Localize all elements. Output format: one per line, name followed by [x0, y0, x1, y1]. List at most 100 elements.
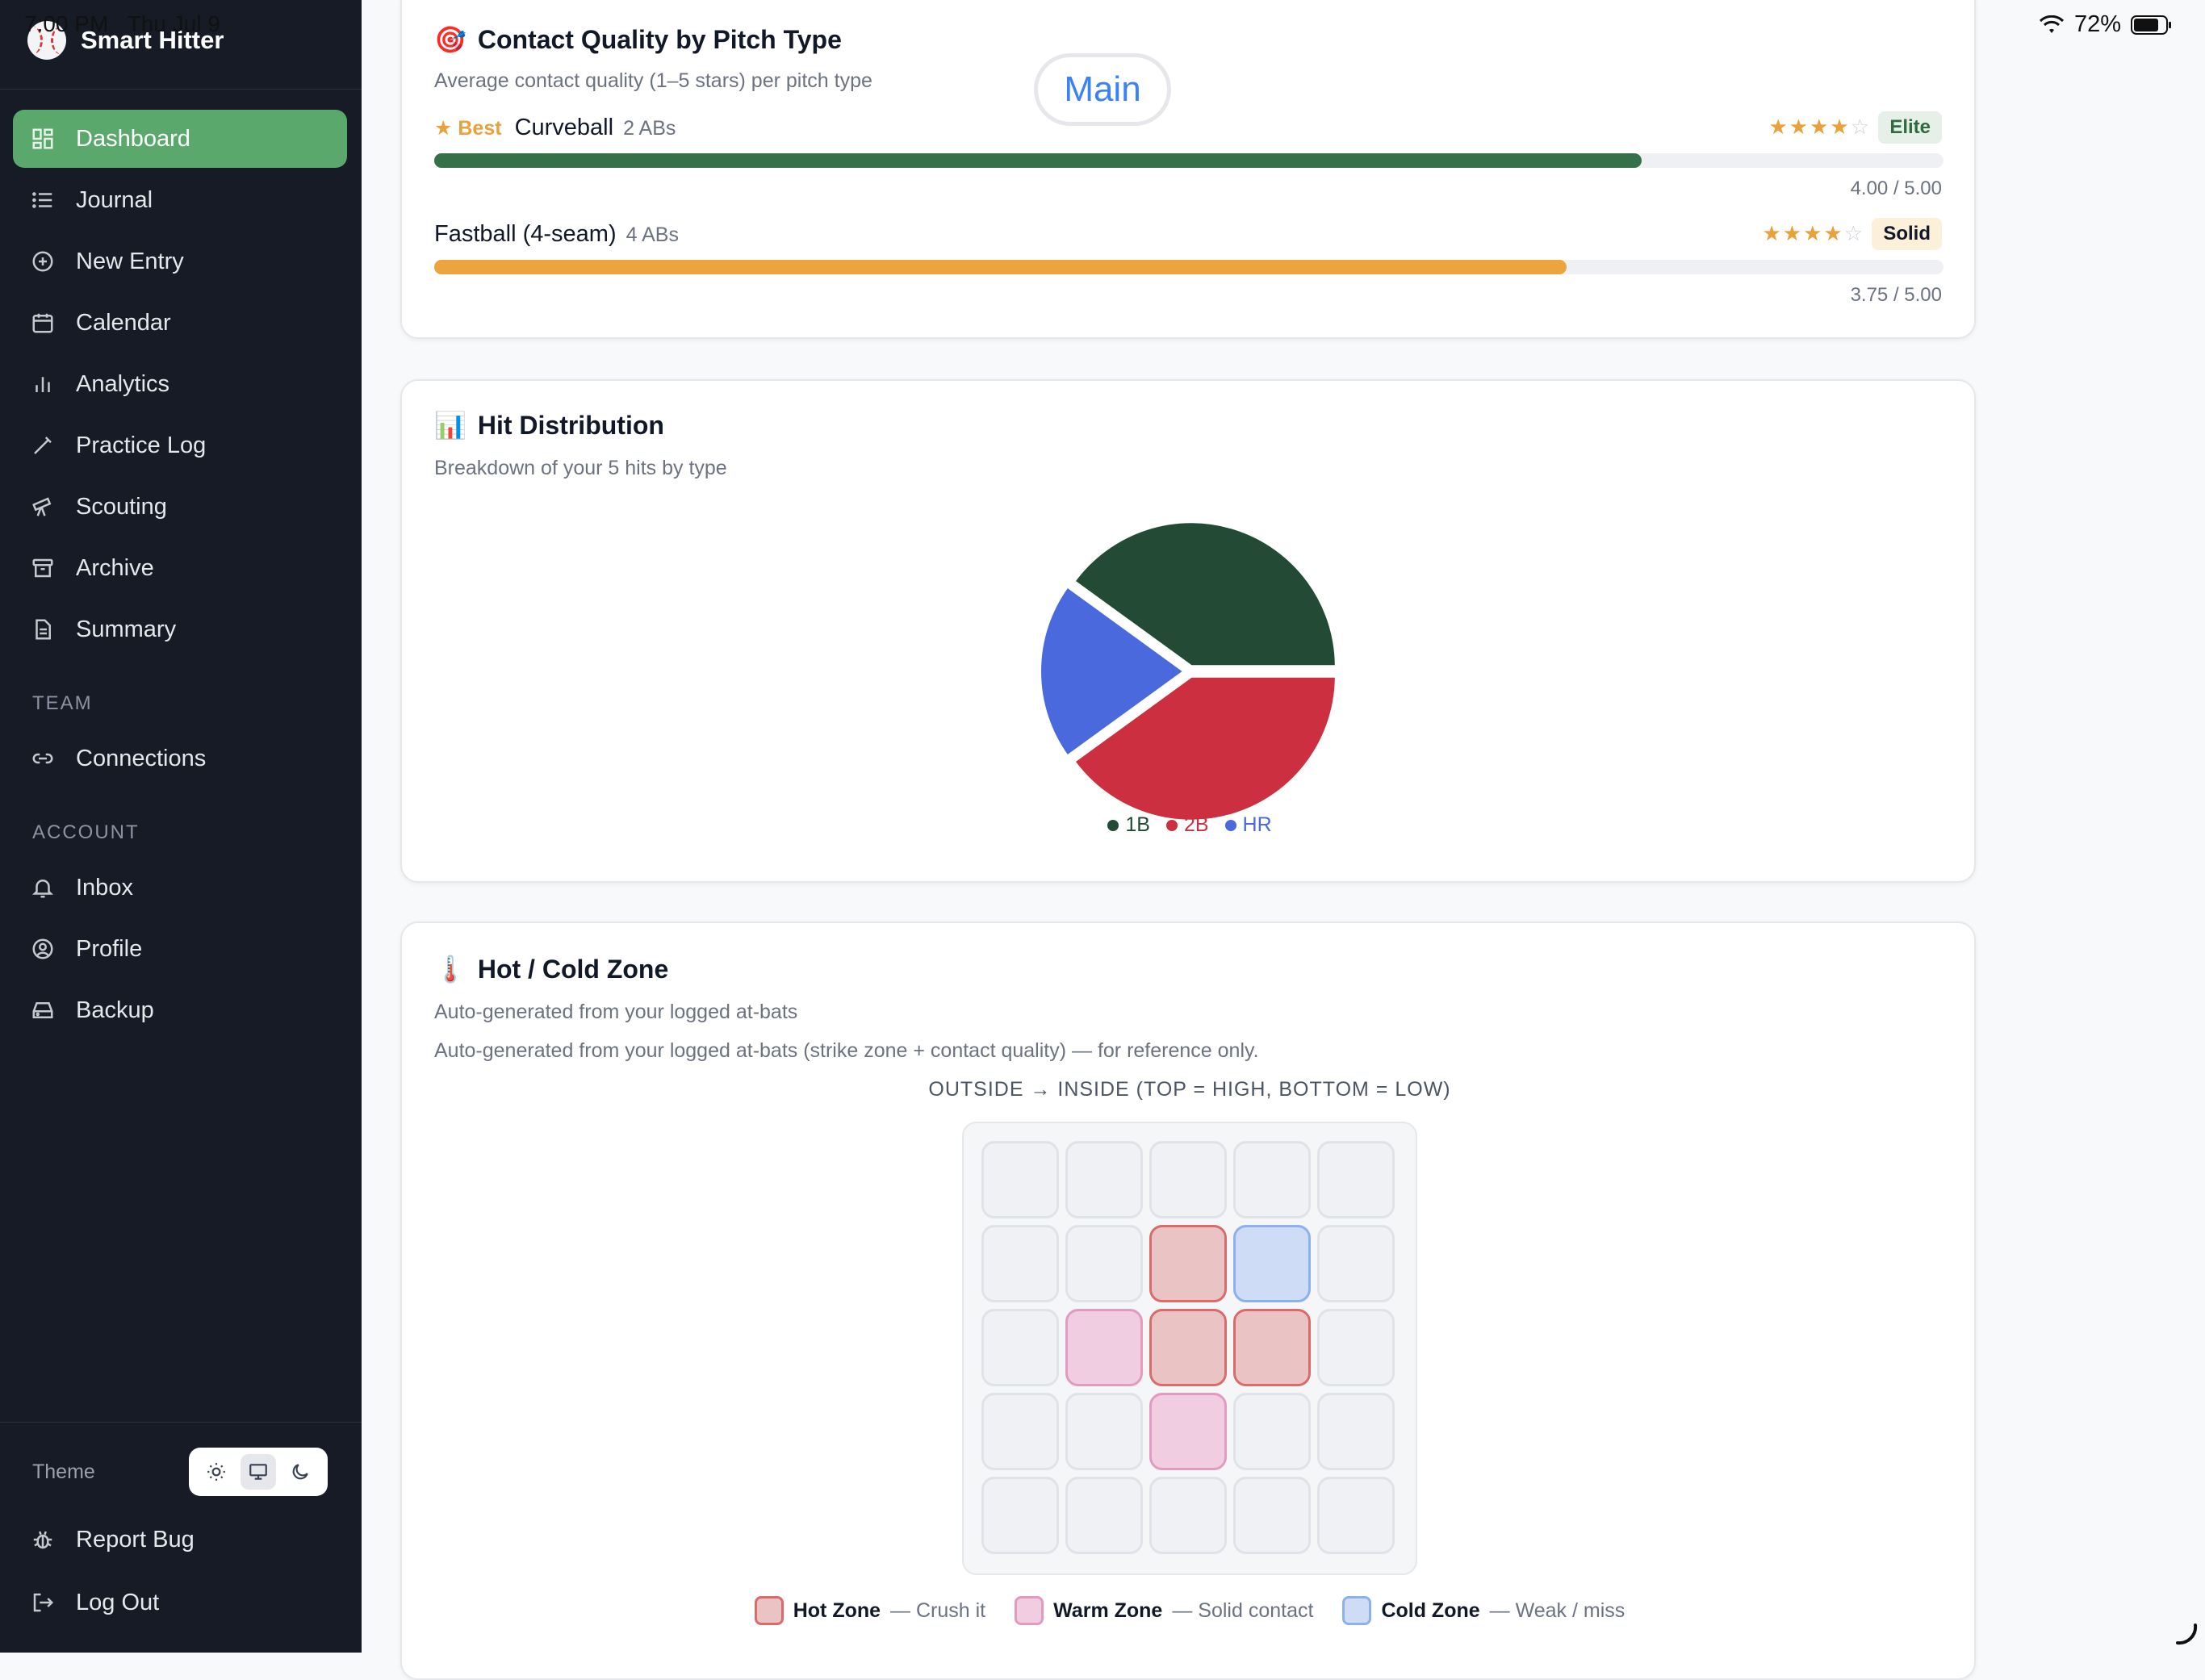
sidebar-item-label: Summary: [76, 616, 177, 642]
legend-dot: [1165, 819, 1178, 831]
sun-icon: [207, 1463, 225, 1481]
dashboard-icon: [32, 128, 53, 149]
sidebar-item-label: Scouting: [76, 493, 167, 520]
sidebar-item-label: Practice Log: [76, 432, 207, 458]
sidebar-item-practice-log[interactable]: Practice Log: [13, 416, 347, 474]
sidebar-item-label: Connections: [76, 745, 207, 771]
sidebar-item-connections[interactable]: Connections: [13, 729, 347, 788]
zone-cell: [981, 1309, 1059, 1386]
sidebar-item-inbox[interactable]: Inbox: [13, 859, 347, 917]
sidebar-item-profile[interactable]: Profile: [13, 920, 347, 978]
star-empty-icon: ☆: [1850, 115, 1871, 139]
brand-name: Smart Hitter: [81, 26, 224, 54]
sidebar-item-archive[interactable]: Archive: [13, 539, 347, 597]
document-icon: [36, 619, 51, 640]
zone-cell: [1233, 1141, 1311, 1218]
sidebar-item-label: Calendar: [76, 309, 171, 336]
sidebar-item-journal[interactable]: Journal: [13, 171, 347, 229]
zone-cell: [1317, 1393, 1395, 1470]
zone-cell: [981, 1477, 1059, 1554]
sidebar-item-dashboard[interactable]: Dashboard: [13, 110, 347, 168]
card-subtitle: Auto-generated from your logged at-bats: [434, 1001, 798, 1023]
bar-chart-icon: [36, 377, 50, 392]
zone-cell: [1317, 1141, 1395, 1218]
theme-dark-button[interactable]: [282, 1454, 318, 1490]
zone-cell-warm: [1149, 1393, 1227, 1470]
zone-cell: [1233, 1477, 1311, 1554]
theme-light-button[interactable]: [199, 1454, 234, 1490]
logout-label: Log Out: [76, 1589, 160, 1615]
rating-badge: Solid: [1872, 218, 1942, 250]
pie-slice-hr: [1038, 583, 1188, 759]
moon-icon: [292, 1464, 308, 1480]
sidebar-item-label: Dashboard: [76, 125, 190, 152]
score-text: 4.00 / 5.00: [1850, 178, 1942, 199]
star-icon: ★: [434, 117, 453, 140]
contact-quality-card: 🎯 Contact Quality by Pitch Type Average …: [400, 0, 1976, 339]
pie-slice-2b: [1071, 674, 1338, 823]
sidebar-item-calendar[interactable]: Calendar: [13, 294, 347, 352]
star-filled-icon: ★: [1803, 221, 1824, 245]
rating-stars: ★★★★☆: [1768, 115, 1871, 140]
report-bug-label: Report Bug: [76, 1526, 195, 1553]
sidebar-item-backup[interactable]: Backup: [13, 981, 347, 1039]
best-badge: ★ Best: [434, 117, 502, 140]
card-subtitle: Average contact quality (1–5 stars) per …: [434, 69, 872, 92]
star-filled-icon: ★: [1782, 221, 1804, 245]
battery-percent: 72%: [2073, 11, 2121, 37]
star-empty-icon: ☆: [1843, 221, 1864, 245]
hits-title-text: Hit Distribution: [477, 410, 664, 440]
sidebar-item-summary[interactable]: Summary: [13, 600, 347, 658]
card-title: 🎯 Contact Quality by Pitch Type: [434, 24, 842, 55]
star-filled-icon: ★: [1830, 115, 1851, 139]
pitch-row: ★ Best Curveball 2 ABs: [434, 115, 1943, 155]
star-filled-icon: ★: [1789, 115, 1810, 139]
brand[interactable]: Smart Hitter: [27, 21, 224, 60]
zone-cell: [981, 1141, 1059, 1218]
star-filled-icon: ★: [1762, 221, 1783, 245]
zone-cell-hot: [1233, 1309, 1311, 1386]
card-subtitle: Breakdown of your 5 hits by type: [434, 457, 727, 479]
card-title: 🌡️ Hot / Cold Zone: [434, 954, 668, 984]
sidebar-item-new-entry[interactable]: New Entry: [13, 232, 347, 290]
theme-system-button[interactable]: [241, 1454, 276, 1490]
rating-stars: ★★★★☆: [1762, 221, 1864, 246]
legend-hot-desc: — Crush it: [890, 1599, 986, 1622]
bar-chart-emoji-icon: 📊: [434, 411, 467, 440]
calendar-icon: [32, 313, 53, 333]
score-text: 3.75 / 5.00: [1850, 284, 1942, 306]
rating-badge: Elite: [1878, 111, 1942, 144]
account-section-header: ACCOUNT: [32, 821, 140, 843]
logout-button[interactable]: Log Out: [13, 1573, 347, 1632]
legend-dot: [1224, 819, 1236, 831]
hot-cold-zone-card: 🌡️ Hot / Cold Zone Auto-generated from y…: [400, 921, 1976, 1680]
legend-warm: Warm Zone — Solid contact: [1015, 1596, 1313, 1625]
pie-slice-1b: [1071, 520, 1338, 669]
zone-cell: [1065, 1477, 1143, 1554]
zone-cell-warm: [1065, 1309, 1143, 1386]
sidebar-item-analytics[interactable]: Analytics: [13, 355, 347, 413]
pie-chart: [1038, 520, 1338, 823]
zone-cell: [981, 1225, 1059, 1302]
zone-cell-hot: [1149, 1225, 1227, 1302]
sidebar-divider: [0, 1422, 362, 1423]
sidebar-item-label: Journal: [76, 186, 153, 213]
zone-cell: [1317, 1225, 1395, 1302]
zone-cell: [1065, 1225, 1143, 1302]
baseball-logo-icon: [27, 21, 66, 60]
sidebar-item-label: Backup: [76, 997, 154, 1023]
zone-cell: [1317, 1309, 1395, 1386]
sidebar-item-scouting[interactable]: Scouting: [13, 478, 347, 536]
warm-swatch: [1015, 1596, 1044, 1625]
report-bug-button[interactable]: Report Bug: [13, 1511, 347, 1569]
thermometer-icon: 🌡️: [434, 955, 467, 984]
status-right: 72%: [2039, 11, 2173, 38]
monitor-icon: [249, 1464, 267, 1480]
progress-track: [434, 260, 1943, 274]
legend-dot: [1107, 819, 1119, 831]
main-window-pill[interactable]: Main: [1034, 53, 1171, 126]
star-filled-icon: ★: [1823, 221, 1844, 245]
wifi-icon: [2039, 15, 2065, 33]
logout-icon: [33, 1593, 54, 1612]
legend-label: HR: [1242, 813, 1272, 836]
